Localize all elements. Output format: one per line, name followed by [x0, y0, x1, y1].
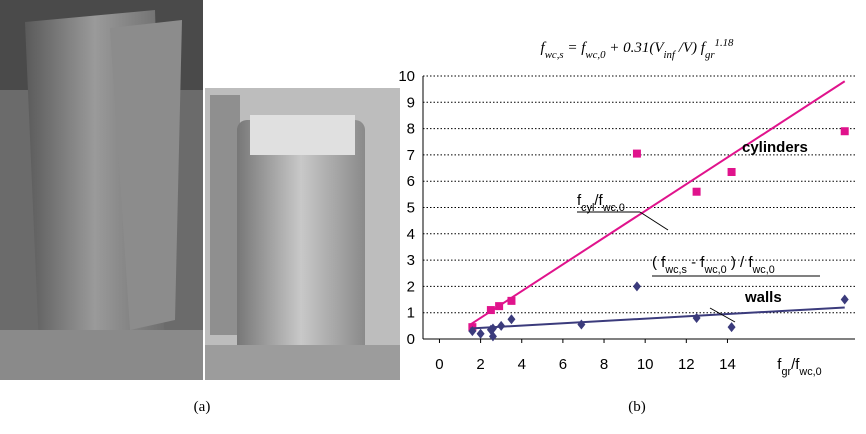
x-tick-label: 0	[435, 356, 443, 373]
fit-line	[470, 306, 845, 330]
text-part: ) / f	[727, 254, 754, 271]
text-part: + 0.31(V	[606, 40, 666, 56]
y-tick-label: 9	[407, 94, 415, 111]
marker	[507, 296, 516, 305]
marker	[840, 127, 849, 136]
y-tick-label: 8	[407, 121, 415, 138]
x-tick-label: 2	[476, 356, 484, 373]
text-part: f	[777, 356, 782, 373]
x-tick-label: 4	[518, 356, 526, 373]
x-tick-label: 6	[559, 356, 567, 373]
text-part: gr	[781, 366, 791, 378]
marker	[488, 331, 497, 342]
text-part: inf	[664, 49, 677, 61]
chart-title: fwc,s = fwc,0 + 0.31(Vinf /V) fgr1.18	[541, 37, 735, 61]
marker	[692, 312, 701, 323]
fit-label: fcyl/fwc,0	[577, 192, 625, 214]
fit-line	[469, 80, 846, 326]
text-part: ( f	[652, 254, 666, 271]
text-part: wc,0	[752, 264, 775, 276]
photo-cylinder	[205, 88, 400, 380]
marker	[497, 320, 506, 331]
text-part: f	[577, 192, 582, 209]
x-tick-label: 12	[678, 356, 695, 373]
text-part: - f	[687, 254, 705, 271]
text-part: wc,0	[602, 202, 625, 214]
marker	[632, 149, 641, 158]
series-label: cylinders	[742, 139, 808, 156]
caption: (b)	[628, 399, 646, 415]
y-tick-label: 6	[407, 173, 415, 190]
fit-label: ( fwc,s - fwc,0 ) / fwc,0	[652, 254, 775, 276]
text-part: /f	[594, 192, 603, 209]
text-part: cyl	[581, 202, 594, 214]
photo-wall	[0, 0, 203, 380]
y-tick-label: 7	[407, 147, 415, 164]
marker	[577, 319, 586, 330]
y-tick-label: 0	[407, 331, 415, 348]
y-tick-label: 10	[398, 68, 415, 85]
caption: (a)	[194, 399, 211, 415]
marker	[507, 314, 516, 325]
marker	[495, 302, 504, 311]
y-tick-label: 2	[407, 278, 415, 295]
text-part: wc,0	[585, 49, 606, 61]
text-part: wc,0	[703, 264, 726, 276]
text-part: wc,s	[664, 264, 687, 276]
text-part: wc,0	[798, 366, 821, 378]
marker	[727, 167, 736, 176]
marker	[632, 281, 641, 292]
series-label: walls	[744, 289, 782, 306]
leader	[709, 307, 736, 323]
text-part: /f	[791, 356, 800, 373]
x-tick-label: 14	[719, 356, 736, 373]
y-tick-label: 1	[407, 305, 415, 322]
x-tick-label: 10	[637, 356, 654, 373]
marker	[468, 326, 477, 337]
marker	[486, 306, 495, 315]
y-tick-label: 3	[407, 252, 415, 269]
y-tick-label: 4	[407, 226, 415, 243]
marker	[727, 322, 736, 333]
y-tick-label: 5	[407, 200, 415, 217]
text-part: /V) f	[675, 40, 707, 56]
x-axis-label: fgr/fwc,0	[777, 356, 821, 378]
marker	[488, 323, 497, 334]
leader	[639, 211, 669, 231]
x-tick-label: 8	[600, 356, 608, 373]
text-part: gr	[705, 49, 715, 61]
marker	[840, 294, 849, 305]
text-part: = f	[564, 40, 588, 56]
text-part: f	[541, 40, 547, 56]
marker	[476, 328, 485, 339]
chart: fwc,s = fwc,0 + 0.31(Vinf /V) fgr1.18012…	[398, 37, 855, 378]
marker	[692, 187, 701, 196]
text-part: 1.18	[715, 37, 734, 49]
text-part: wc,s	[545, 49, 564, 61]
